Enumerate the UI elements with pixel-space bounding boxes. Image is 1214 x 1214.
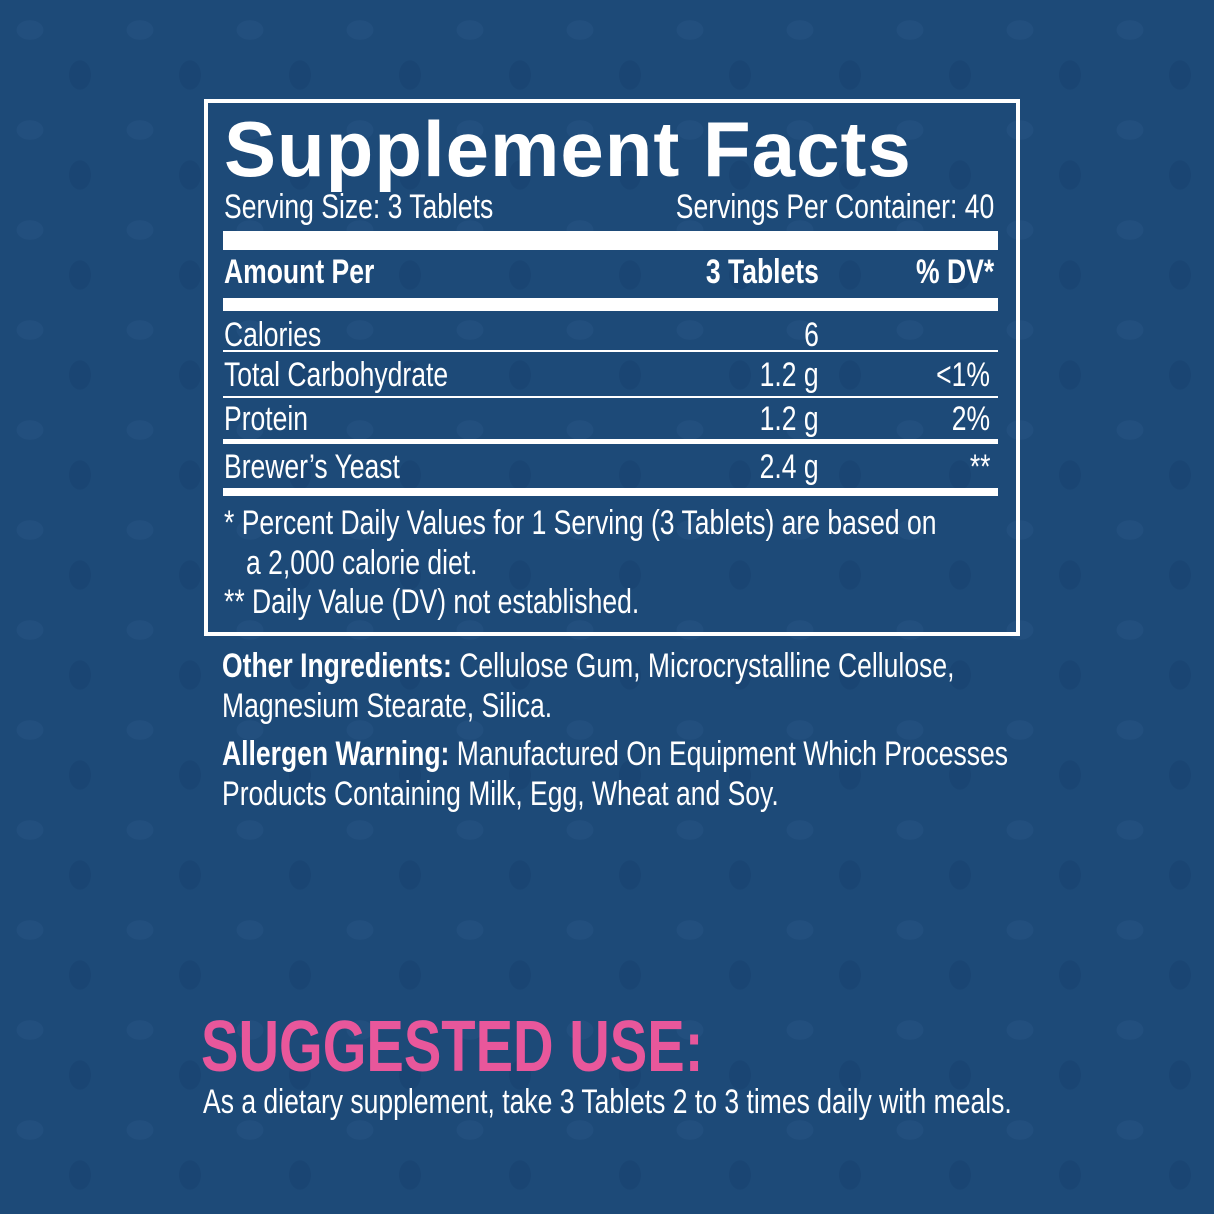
nutrient-name: Total Carbohydrate [224,356,449,394]
nutrient-amount: 2.4 g [760,448,819,486]
nutrient-dv: ** [969,448,990,486]
serving-size: Serving Size: 3 Tablets [224,188,494,226]
header-dv: % DV* [915,253,994,291]
row-divider [223,350,998,352]
supplement-facts-panel [204,99,1020,636]
header-amount-per: Amount Per [224,253,375,291]
allergen-text: Manufactured On Equipment Which Processe… [456,735,1009,773]
thick-divider [223,231,998,250]
nutrient-name: Calories [224,316,322,354]
footnote-dv-cont: a 2,000 calorie diet. [246,544,478,582]
nutrient-amount: 1.2 g [760,356,819,394]
header-per-serving: 3 Tablets [705,253,819,291]
nutrient-dv: 2% [951,400,990,438]
allergen-label: Allergen Warning: [222,735,450,773]
nutrient-amount: 1.2 g [760,400,819,438]
allergen-warning-cont: Products Containing Milk, Egg, Wheat and… [222,775,779,813]
nutrient-amount: 6 [804,316,819,354]
footnote-not-established: ** Daily Value (DV) not established. [224,583,640,621]
footnote-dv: * Percent Daily Values for 1 Serving (3 … [224,504,937,542]
nutrient-dv: <1% [936,356,990,394]
row-divider [223,396,998,398]
other-ingredients-text: Cellulose Gum, Microcrystalline Cellulos… [459,647,955,685]
allergen-warning: Allergen Warning: Manufactured On Equipm… [222,735,1008,774]
row-divider [223,439,998,444]
other-ingredients-cont: Magnesium Stearate, Silica. [222,687,553,725]
suggested-use-text: As a dietary supplement, take 3 Tablets … [203,1083,1012,1121]
nutrient-name: Brewer’s Yeast [224,448,400,486]
servings-per-container: Servings Per Container: 40 [675,188,994,226]
medium-divider [223,298,998,311]
other-ingredients-label: Other Ingredients: [222,647,452,685]
nutrient-name: Protein [224,400,309,438]
other-ingredients: Other Ingredients: Cellulose Gum, Microc… [222,647,954,686]
suggested-use-heading: SUGGESTED USE: [201,1007,704,1087]
bottom-divider [223,488,998,496]
facts-title: Supplement Facts [224,105,912,193]
